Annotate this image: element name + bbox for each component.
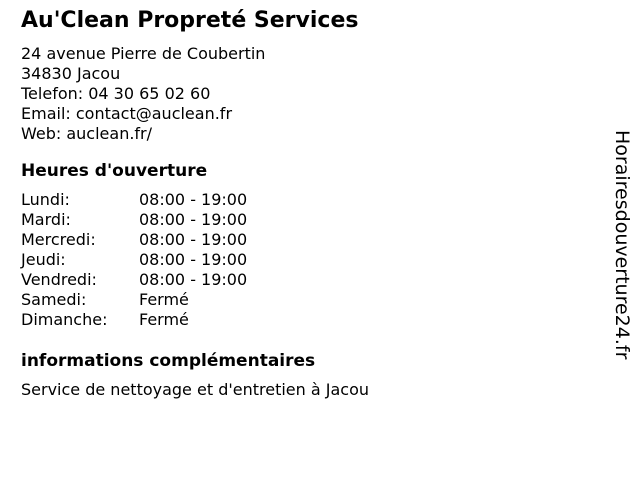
site-watermark-vertical-text: Horairesdouverture24.fr — [610, 130, 633, 360]
address-line-2: 34830 Jacou — [21, 64, 121, 83]
day-label: Dimanche: — [21, 310, 108, 329]
day-label: Samedi: — [21, 290, 87, 309]
hours-row-monday: Lundi: 08:00 - 19:00 — [21, 190, 247, 210]
day-label: Vendredi: — [21, 270, 97, 289]
phone-line: Telefon: 04 30 65 02 60 — [21, 84, 211, 103]
day-hours: 08:00 - 19:00 — [139, 270, 248, 289]
day-hours: Fermé — [139, 310, 189, 329]
day-label: Jeudi: — [21, 250, 66, 269]
day-label: Mercredi: — [21, 230, 96, 249]
hours-row-sunday: Dimanche: Fermé — [21, 310, 247, 330]
day-hours: 08:00 - 19:00 — [139, 210, 248, 229]
day-label: Lundi: — [21, 190, 70, 209]
hours-row-thursday: Jeudi: 08:00 - 19:00 — [21, 250, 247, 270]
hours-row-friday: Vendredi: 08:00 - 19:00 — [21, 270, 247, 290]
day-label: Mardi: — [21, 210, 71, 229]
day-hours: Fermé — [139, 290, 189, 309]
day-hours: 08:00 - 19:00 — [139, 230, 248, 249]
web-line: Web: auclean.fr/ — [21, 124, 153, 143]
email-line: Email: contact@auclean.fr — [21, 104, 233, 123]
contact-block: 24 avenue Pierre de Coubertin 34830 Jaco… — [21, 44, 265, 144]
page-title: Au'Clean Propreté Services — [21, 8, 359, 33]
additional-info-text: Service de nettoyage et d'entretien à Ja… — [21, 380, 369, 399]
hours-row-wednesday: Mercredi: 08:00 - 19:00 — [21, 230, 247, 250]
day-hours: 08:00 - 19:00 — [139, 190, 248, 209]
hours-row-saturday: Samedi: Fermé — [21, 290, 247, 310]
address-line-1: 24 avenue Pierre de Coubertin — [21, 44, 266, 63]
opening-hours-table: Lundi: 08:00 - 19:00 Mardi: 08:00 - 19:00 … — [21, 190, 247, 330]
opening-hours-heading: Heures d'ouverture — [21, 161, 208, 181]
day-hours: 08:00 - 19:00 — [139, 250, 248, 269]
additional-info-heading: informations complémentaires — [21, 351, 316, 371]
hours-row-tuesday: Mardi: 08:00 - 19:00 — [21, 210, 247, 230]
